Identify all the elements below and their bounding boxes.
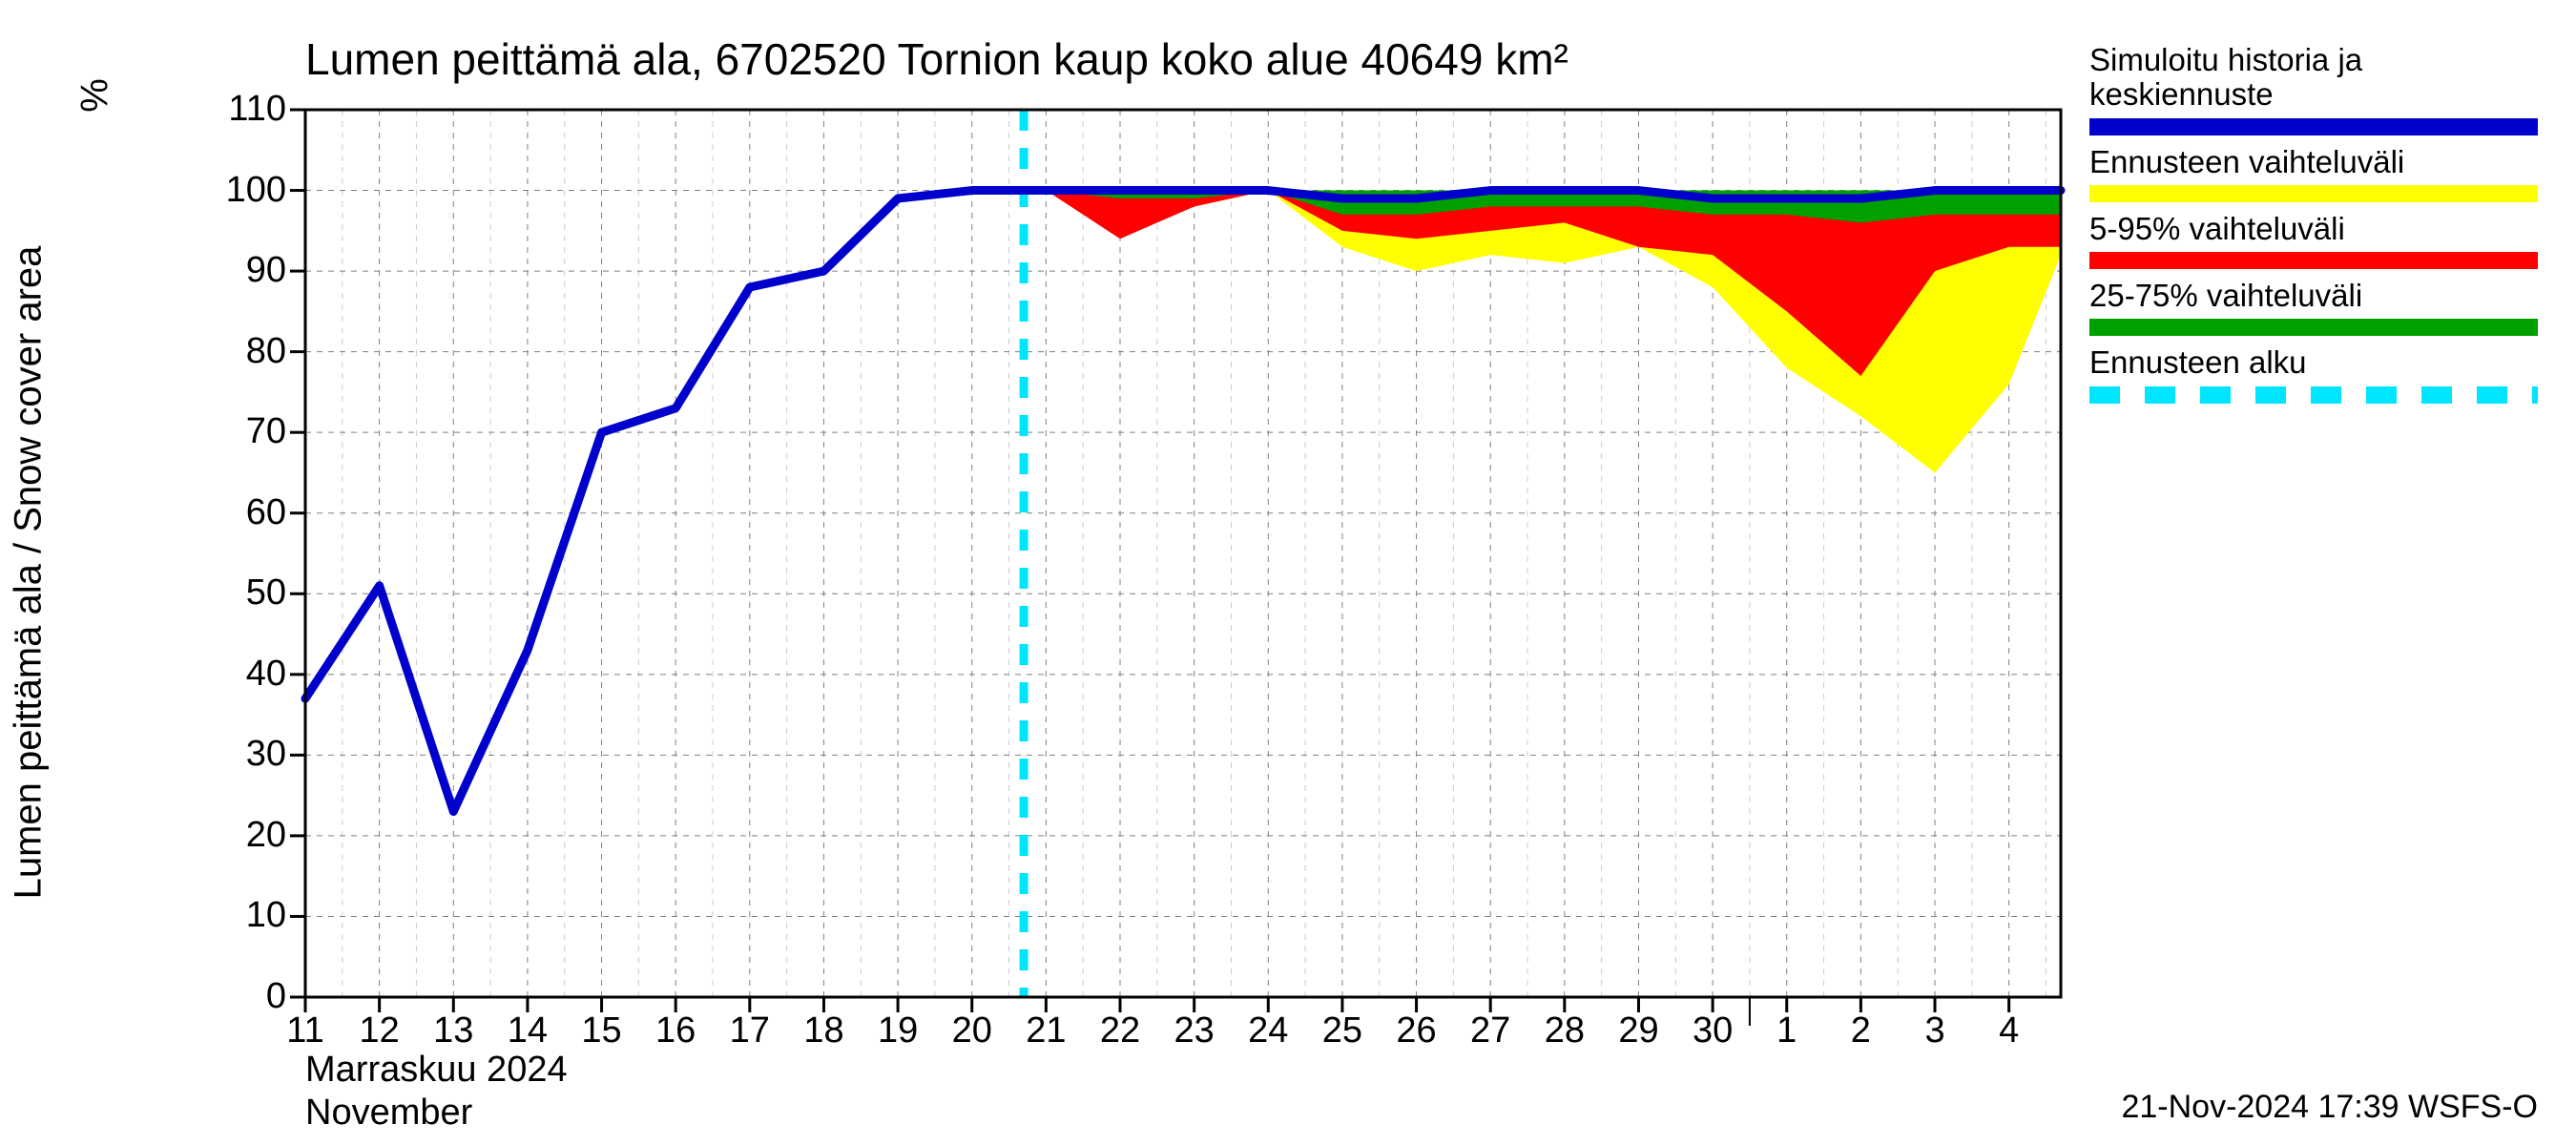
x-tick-label: 18 [795, 1010, 852, 1051]
legend-swatch [2089, 319, 2538, 336]
x-tick-label: 17 [721, 1010, 779, 1051]
y-tick-label: 100 [200, 170, 286, 211]
x-tick-label: 4 [1981, 1010, 2038, 1051]
x-tick-label: 13 [425, 1010, 482, 1051]
legend-entry: 25-75% vaihteluväli [2089, 279, 2538, 336]
x-tick-label: 22 [1091, 1010, 1149, 1051]
x-tick-label: 2 [1832, 1010, 1889, 1051]
x-tick-label: 26 [1388, 1010, 1445, 1051]
y-tick-label: 20 [200, 815, 286, 856]
x-tick-label: 23 [1166, 1010, 1223, 1051]
legend-swatch [2089, 185, 2538, 202]
y-tick-label: 0 [200, 976, 286, 1017]
x-tick-label: 30 [1684, 1010, 1741, 1051]
chart-container: { "chart": { "type": "line-area-forecast… [0, 0, 2576, 1145]
x-tick-label: 24 [1239, 1010, 1297, 1051]
x-tick-label: 16 [647, 1010, 704, 1051]
y-tick-label: 110 [200, 89, 286, 130]
x-tick-label: 12 [351, 1010, 408, 1051]
x-tick-label: 29 [1610, 1010, 1667, 1051]
x-tick-label: 20 [944, 1010, 1001, 1051]
legend-label: Ennusteen alku [2089, 345, 2538, 380]
y-tick-label: 60 [200, 492, 286, 533]
y-tick-label: 90 [200, 250, 286, 291]
x-tick-label: 21 [1017, 1010, 1074, 1051]
legend-entry: 5-95% vaihteluväli [2089, 212, 2538, 269]
x-tick-label: 25 [1314, 1010, 1371, 1051]
legend-label: keskiennuste [2089, 77, 2538, 112]
x-tick-label: 15 [573, 1010, 631, 1051]
y-tick-label: 50 [200, 572, 286, 614]
legend-swatch [2089, 118, 2538, 135]
y-tick-label: 70 [200, 411, 286, 452]
legend-label: Simuloitu historia ja [2089, 43, 2538, 77]
legend-entry: Ennusteen vaihteluväli [2089, 145, 2538, 202]
chart-legend: Simuloitu historia jakeskiennuste Ennuste… [2089, 43, 2538, 409]
x-tick-label: 28 [1536, 1010, 1593, 1051]
legend-label: Ennusteen vaihteluväli [2089, 145, 2538, 179]
x-tick-label: 3 [1906, 1010, 1963, 1051]
legend-swatch [2089, 252, 2538, 269]
y-tick-label: 10 [200, 895, 286, 936]
legend-entry: Simuloitu historia jakeskiennuste [2089, 43, 2538, 135]
x-tick-label: 1 [1758, 1010, 1816, 1051]
y-tick-label: 80 [200, 331, 286, 372]
legend-label: 25-75% vaihteluväli [2089, 279, 2538, 313]
y-tick-label: 40 [200, 654, 286, 695]
legend-label: 5-95% vaihteluväli [2089, 212, 2538, 246]
x-tick-label: 14 [499, 1010, 556, 1051]
x-tick-label: 11 [277, 1010, 334, 1051]
y-tick-label: 30 [200, 734, 286, 775]
legend-swatch [2089, 386, 2538, 404]
x-tick-label: 27 [1462, 1010, 1519, 1051]
x-tick-label: 19 [869, 1010, 926, 1051]
legend-entry: Ennusteen alku [2089, 345, 2538, 403]
